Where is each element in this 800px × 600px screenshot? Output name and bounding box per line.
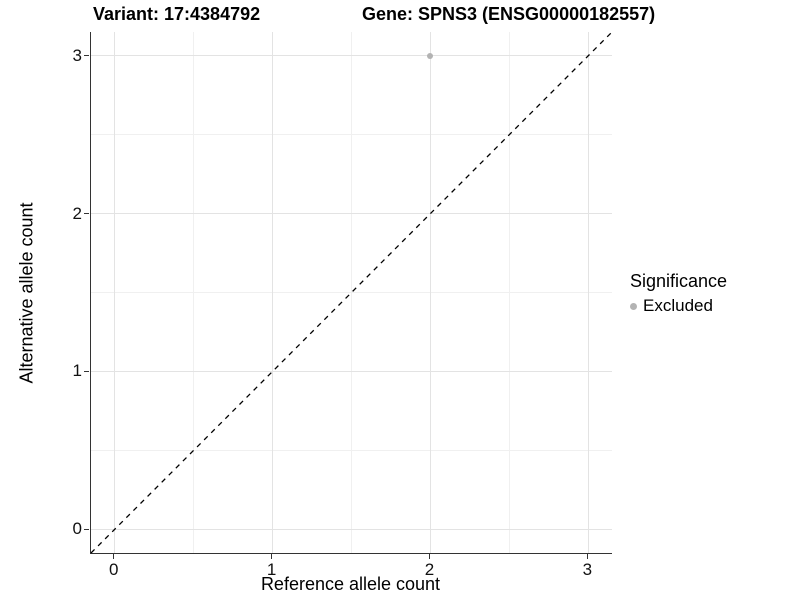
data-point: [427, 52, 434, 59]
x-tick-mark: [112, 554, 115, 559]
x-tick-label: 0: [108, 560, 119, 579]
y-tick-mark: [84, 528, 89, 531]
gridline-major-x: [429, 32, 431, 553]
x-tick-label: 1: [266, 560, 277, 579]
legend: Significance Excluded: [630, 271, 727, 316]
x-axis-title: Reference allele count: [260, 574, 441, 594]
gridline-major-y: [91, 370, 612, 372]
y-tick-mark: [84, 212, 89, 215]
y-tick-mark: [84, 54, 89, 57]
legend-title: Significance: [630, 271, 728, 291]
y-tick-label: 3: [72, 45, 82, 65]
legend-item-excluded: Excluded: [630, 296, 727, 316]
legend-item-label: Excluded: [643, 296, 713, 315]
gridline-major-x: [114, 32, 116, 553]
gridline-major-y: [91, 528, 612, 530]
plot-title-variant: Variant: 17:4384792: [93, 4, 261, 24]
gridline-major-x: [272, 32, 274, 553]
x-tick-label: 3: [582, 560, 593, 579]
plot-panel: [90, 31, 613, 554]
x-tick-label: 2: [424, 560, 435, 579]
y-tick-label: 2: [72, 203, 82, 223]
y-tick-label: 0: [72, 519, 82, 539]
plot-title-gene: Gene: SPNS3 (ENSG00000182557): [362, 4, 656, 24]
gridline-major-y: [91, 55, 612, 57]
y-tick-mark: [84, 370, 89, 373]
y-tick-label: 1: [72, 361, 82, 381]
gridline-major-x: [587, 32, 589, 553]
gridline-minor-y: [91, 449, 612, 451]
y-axis-title: Alternative allele count: [16, 202, 37, 384]
gridline-minor-y: [91, 292, 612, 293]
identity-dashed-line: [90, 31, 613, 554]
legend-point-icon: [630, 302, 637, 310]
x-tick-mark: [586, 554, 589, 559]
gridline-minor-y: [91, 134, 612, 136]
identity-line-layer: [90, 31, 613, 554]
gridline-major-y: [91, 213, 612, 215]
x-tick-mark: [270, 554, 273, 559]
x-tick-mark: [428, 554, 431, 559]
